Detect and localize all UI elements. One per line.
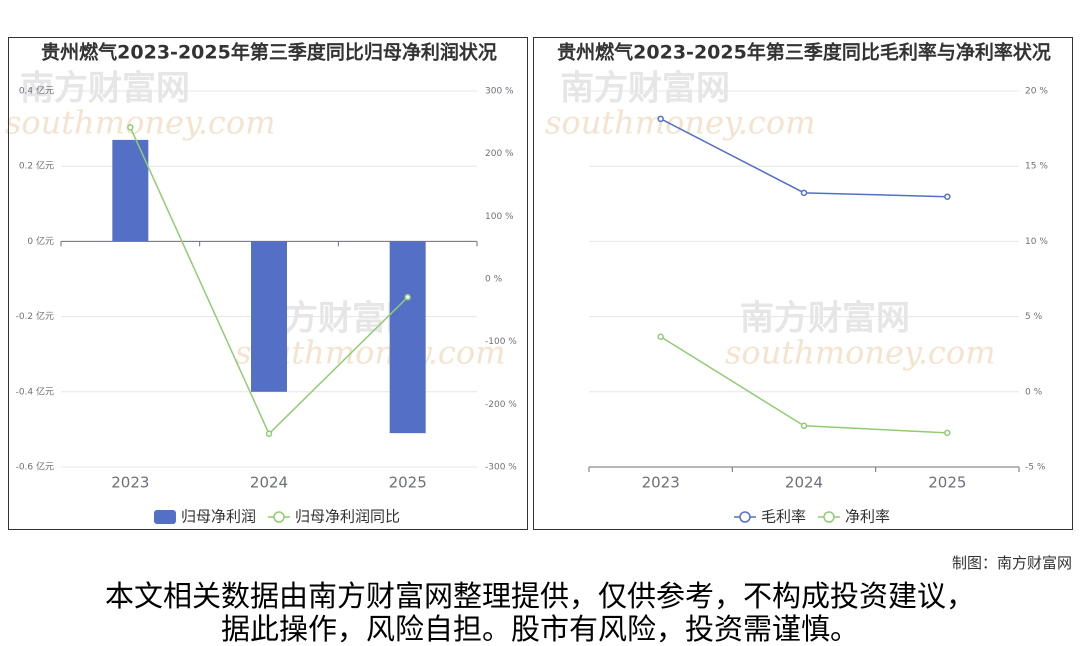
x-tick-label: 2025 [389,474,427,492]
legend-item: 净利率 [818,508,890,526]
chart: 贵州燃气2023-2025年第三季度同比毛利率与净利率状况 -5 % 0 % 5 %… [533,37,1073,530]
point [800,189,808,197]
x-tick-label: 2023 [642,474,680,492]
point [944,429,951,437]
line [660,118,948,198]
y-tick-label: 0 % [1025,387,1043,397]
y2-tick-label: 300 % [485,87,514,97]
y2-tick-label: 0 % [485,275,503,285]
y-tick-label: 10 % [1025,237,1048,247]
y-tick-label: 0.2 亿元 [19,160,54,172]
legend-label: 毛利率 [761,508,806,526]
legend-swatch [739,511,751,523]
watermark: southmoney.com [545,104,815,142]
line [660,336,948,434]
x-tick-label: 2023 [111,474,149,492]
watermark: southmoney.com [725,334,995,372]
legend-item: 归母净利润 [153,508,256,526]
legend-label: 净利率 [845,508,890,526]
y-tick-label: -0.6 亿元 [16,461,54,473]
point [800,422,808,430]
chart: 贵州燃气2023-2025年第三季度同比归母净利润状况 -0.6 亿元 -0.4 … [8,37,528,530]
point [404,293,411,301]
y-tick-label: -0.2 亿元 [16,310,54,322]
point [944,193,951,200]
legend-swatch [823,511,835,523]
watermark: southmoney.com [5,104,275,142]
x-tick-label: 2024 [250,474,288,492]
y2-tick-label: 200 % [485,149,514,159]
watermark: 南方财富网 [20,69,190,109]
y2-tick-label: -200 % [485,400,517,410]
y2-tick-label: -300 % [485,463,517,473]
y-tick-label: 0 亿元 [27,235,54,247]
legend-label: 归母净利润同比 [295,508,400,526]
bar [251,241,287,392]
bar [389,241,426,434]
y-tick-label: 0.4 亿元 [19,85,54,97]
legend-label: 归母净利润 [181,508,256,526]
legend-item: 归母净利润同比 [268,508,400,526]
chart-title: 贵州燃气2023-2025年第三季度同比归母净利润状况 [41,41,497,64]
y-tick-label: 15 % [1025,162,1048,172]
y-tick-label: -5 % [1025,463,1046,473]
bar [112,139,149,242]
x-tick-label: 2024 [785,474,823,492]
disclaimer: 本文相关数据由南方财富网整理提供，仅供参考，不构成投资建议，据此操作，风险自担。… [104,579,975,646]
y2-tick-label: -100 % [485,337,517,347]
watermark: 南方财富网 [740,299,910,339]
point [127,124,134,131]
y-tick-label: 20 % [1025,87,1048,97]
y-tick-label: 5 % [1025,312,1043,322]
credit: 制图：南方财富网 [951,554,1072,572]
legend-swatch [273,511,285,523]
point [657,115,664,123]
point [657,333,664,341]
legend-item: 毛利率 [733,508,806,526]
point [265,430,273,438]
chart-title: 贵州燃气2023-2025年第三季度同比毛利率与净利率状况 [557,41,1051,64]
x-tick-label: 2025 [928,474,966,492]
watermark: 南方财富网 [560,69,730,109]
y-tick-label: -0.4 亿元 [16,385,54,397]
legend-swatch [153,510,176,524]
y2-tick-label: 100 % [485,212,514,222]
